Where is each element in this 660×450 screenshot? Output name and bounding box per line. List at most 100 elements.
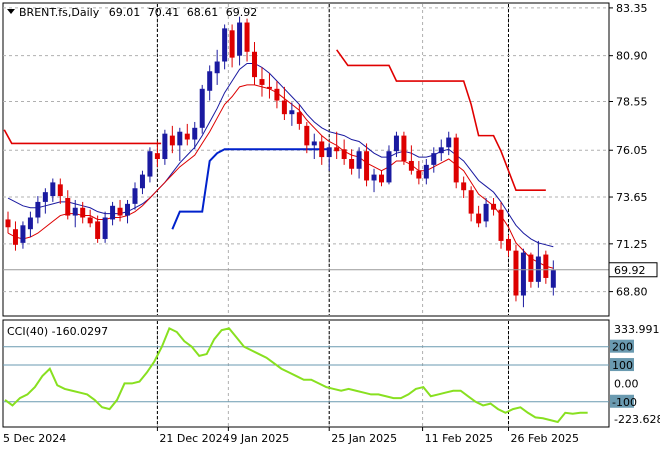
candle-body [266,86,272,89]
cci-line [4,326,588,424]
candle-body [57,184,63,197]
candle-body [334,147,340,152]
x-tick-label: 25 Jan 2025 [331,432,397,445]
candle-body [461,182,467,191]
y-tick-label: 71.25 [616,238,648,251]
candle-body [505,238,511,251]
candle-body [453,137,459,183]
x-tick-label: 26 Feb 2025 [510,432,578,445]
cci-panel-frame [2,319,610,428]
moving-averages [7,62,554,269]
candle-body [550,270,556,288]
date-axis: 5 Dec 2024 21 Dec 2024 9 Jan 2025 25 Jan 20… [3,427,579,445]
candle-body [393,135,399,152]
candle-body [229,30,235,58]
stop-lines [3,49,546,230]
last-price-label: 69.92 [614,264,646,277]
collapse-arrow-icon[interactable] [7,9,15,14]
x-tick-label: 5 Dec 2024 [3,432,66,445]
candle-body [252,51,258,78]
y-tick-label: 73.65 [616,191,648,204]
candle-body [356,151,362,169]
stop-line-blue [171,148,330,230]
candle-body [65,198,71,216]
candles [5,16,556,308]
candle-body [289,110,295,115]
candle-body [304,125,310,146]
y-tick-label: 80.90 [616,50,648,63]
candle-body [154,153,160,160]
candle-body [214,61,220,74]
x-tick-label: 11 Feb 2025 [425,432,493,445]
grid [3,4,609,426]
candle-body [259,79,265,85]
candle-body [408,160,414,171]
candle-body [438,147,444,154]
candle-body [483,203,489,222]
candle-body [431,153,437,165]
cci-tick-label: -223.628 [614,413,660,426]
candle-body [281,100,287,115]
candle-body [80,207,86,218]
candle-body [535,256,541,282]
candle-body [139,174,145,189]
candle-body [95,221,101,239]
candle-body [349,159,355,169]
cci-level-box [610,339,634,353]
candle-body [476,213,482,224]
candle-body [364,151,370,181]
candle-body [125,203,131,216]
stop-line-red [3,129,162,145]
candle-body [5,219,11,228]
candle-body [371,174,377,181]
candle-body [423,164,429,179]
y-tick-label: 76.05 [616,144,648,157]
candle-body [12,229,18,245]
candle-body [498,209,504,241]
candle-body [386,151,392,183]
candle-body [42,192,48,202]
candle-body [132,188,138,204]
stop-line-red [336,49,546,192]
candle-body [102,217,108,239]
y-tick-label: 68.80 [616,286,648,299]
x-tick-label: 9 Jan 2025 [230,432,289,445]
candle-body [296,112,302,124]
candle-body [416,170,422,179]
candle-body [162,133,168,160]
cci-level-box [610,394,634,408]
cci-levels [3,346,609,403]
candle-body [520,252,526,296]
candle-body [72,207,78,216]
candle-body [35,201,41,218]
candle-body [27,217,33,230]
candle-body [446,137,452,148]
candle-body [543,254,549,278]
candle-body [491,203,497,210]
candle-body [274,88,280,101]
cci-tick-label: 200 [612,341,633,354]
cci-tick-label: 0.00 [614,377,639,390]
ma-slow-line [7,62,554,248]
candle-body [311,141,317,146]
symbol-label: BRENT.fs,Daily [19,6,100,19]
candle-body [341,149,347,160]
candle-body [326,147,332,158]
cci-polyline [4,326,588,424]
close-value: 69.92 [226,6,258,19]
ma-fast-line [7,84,554,269]
main-panel-frame [2,2,610,317]
candle-body [528,254,534,282]
open-value: 69.01 [109,6,141,19]
candle-body [20,225,26,243]
candle-body [199,88,205,128]
cci-header: CCI(40) -160.0297 [7,325,108,338]
candle-body [468,190,474,214]
candle-body [117,207,123,216]
candle-body [192,127,198,140]
candle-body [244,22,250,52]
candle-body [169,135,175,146]
low-value: 68.61 [187,6,219,19]
candle-body [379,174,384,183]
